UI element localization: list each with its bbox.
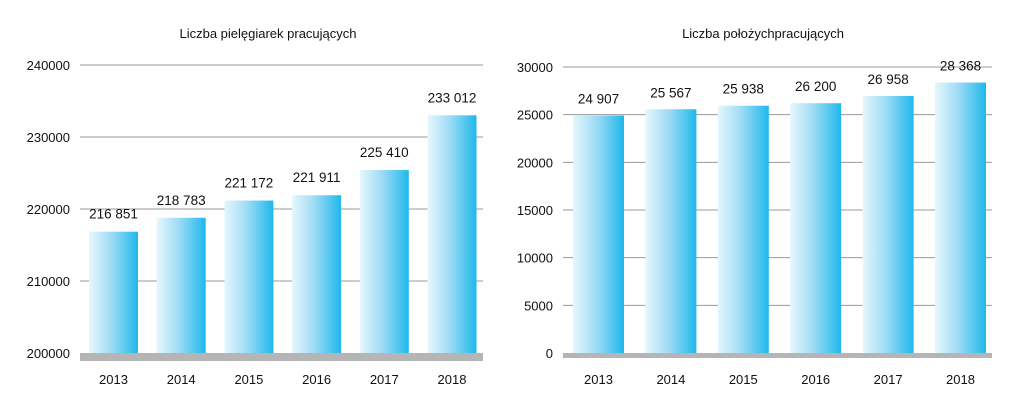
chart1-data-label: 225 410 [360, 145, 409, 160]
chart1-x-tick-label: 2013 [99, 372, 128, 387]
chart2-bar [717, 105, 769, 354]
chart2-y-tick-label: 15000 [517, 203, 553, 218]
chart2-bar [645, 109, 697, 354]
chart1-x-tick-label: 2018 [438, 372, 467, 387]
chart1-data-label: 233 012 [428, 90, 477, 105]
chart2-y-tick-label: 5000 [524, 298, 553, 313]
chart1-y-tick-label: 230000 [27, 130, 70, 145]
chart2-y-tick-label: 0 [546, 346, 553, 361]
chart1-bar [292, 195, 342, 353]
chart1-data-label: 218 783 [157, 193, 206, 208]
chart2-y-tick-label: 10000 [517, 251, 553, 266]
chart1-data-label: 221 911 [293, 170, 341, 185]
chart1-y-tick-label: 240000 [27, 58, 70, 73]
chart1-y-tick-label: 210000 [27, 274, 70, 289]
chart2-y-tick-label: 25000 [517, 108, 553, 123]
chart2-y-tick-label: 20000 [517, 155, 553, 170]
chart1-bar [224, 200, 274, 353]
chart1-bar [89, 231, 138, 353]
chart2-x-tick-label: 2018 [946, 372, 975, 387]
chart1-floor [80, 353, 483, 361]
chart1-bar [359, 170, 409, 353]
chart2-bar [935, 82, 986, 353]
chart1-y-tick-label: 220000 [27, 202, 70, 217]
chart1-data-label: 216 851 [89, 207, 138, 222]
chart1-bar [156, 217, 206, 353]
chart2-floor [563, 353, 992, 358]
chart1-title: Liczba pielęgiarek pracujących [179, 26, 356, 41]
chart2-y-tick-label: 30000 [517, 60, 553, 75]
chart2-data-label: 25 567 [650, 85, 691, 100]
chart2-x-tick-label: 2014 [656, 372, 685, 387]
chart2-x-tick-label: 2016 [801, 372, 830, 387]
chart2-x-tick-label: 2013 [584, 372, 613, 387]
chart2-x-tick-label: 2017 [874, 372, 903, 387]
chart2-bar [862, 96, 914, 353]
chart2-bar [790, 103, 842, 353]
chart1-x-tick-label: 2017 [370, 372, 399, 387]
chart2-data-label: 24 907 [578, 92, 619, 107]
chart2-title: Liczba położychpracujących [682, 26, 844, 41]
chart2-data-label: 26 958 [867, 72, 908, 87]
chart1-y-tick-label: 200000 [27, 346, 70, 361]
chart1-bar [427, 115, 477, 353]
chart1-data-label: 221 172 [224, 176, 273, 191]
chart2-x-tick-label: 2015 [729, 372, 758, 387]
chart1-x-tick-label: 2016 [302, 372, 331, 387]
chart2-data-label: 26 200 [795, 79, 836, 94]
chart2-data-label: 25 938 [723, 82, 764, 97]
chart1-x-tick-label: 2015 [234, 372, 263, 387]
chart2-bar [573, 115, 624, 353]
chart2-data-label: 28 368 [940, 59, 981, 74]
chart1-x-tick-label: 2014 [167, 372, 196, 387]
